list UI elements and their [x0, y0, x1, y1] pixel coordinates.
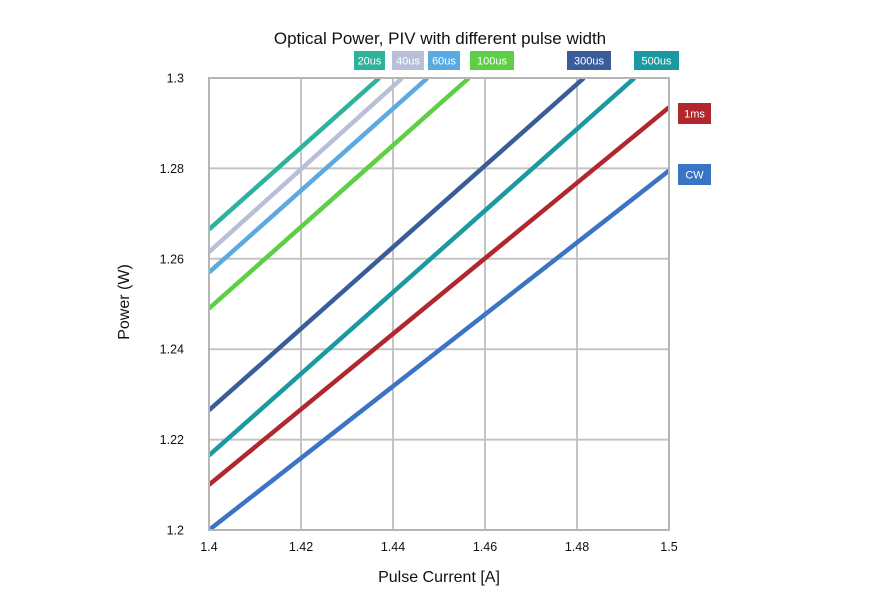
grid: [209, 78, 669, 530]
legend-label-60us: 60us: [432, 56, 456, 68]
x-axis-label: Pulse Current [A]: [378, 569, 500, 586]
legend-swatch-20us: [354, 51, 385, 70]
y-tick-label: 1.3: [167, 72, 184, 86]
y-tick-label: 1.2: [167, 524, 184, 538]
x-tick-label: 1.42: [289, 540, 313, 554]
y-tick-label: 1.22: [160, 433, 184, 447]
legend-label-1ms: 1ms: [684, 109, 705, 121]
chart-title: Optical Power, PIV with different pulse …: [274, 29, 606, 48]
legend-swatch-300us: [567, 51, 611, 70]
series-line-cw: [209, 168, 669, 530]
y-tick-label: 1.24: [160, 343, 184, 357]
legend-swatch-500us: [634, 51, 679, 70]
legend-label-20us: 20us: [358, 56, 382, 68]
series-line-60us: [209, 78, 429, 275]
x-tick-label: 1.46: [473, 540, 497, 554]
legend-label-300us: 300us: [574, 56, 604, 68]
series-lines: [209, 78, 669, 530]
legend-swatch-1ms: [678, 103, 711, 124]
x-tick-label: 1.5: [660, 540, 677, 554]
legend-swatch-cw: [678, 164, 711, 185]
legend-label-cw: CW: [685, 170, 704, 182]
legend-label-500us: 500us: [642, 56, 672, 68]
legend-label-40us: 40us: [396, 56, 420, 68]
x-tick-label: 1.44: [381, 540, 405, 554]
y-axis-label: Power (W): [116, 264, 133, 340]
legend: 20us 40us 60us 100us 300us 500us 1ms CW: [354, 51, 711, 185]
y-tick-label: 1.28: [160, 162, 184, 176]
legend-label-100us: 100us: [477, 56, 507, 68]
series-line-300us: [209, 78, 586, 412]
series-line-100us: [209, 78, 471, 311]
series-line-20us: [209, 78, 381, 232]
legend-swatch-60us: [428, 51, 460, 70]
series-line-500us: [209, 78, 636, 458]
series-line-1ms: [209, 105, 669, 487]
x-tick-label: 1.4: [200, 540, 217, 554]
y-tick-label: 1.26: [160, 252, 184, 266]
legend-swatch-100us: [470, 51, 514, 70]
legend-swatch-40us: [392, 51, 424, 70]
series-line-40us: [209, 78, 404, 254]
plot-border: [208, 77, 670, 531]
axes: 1.4 1.42 1.44 1.46 1.48 1.5 1.2 1.22 1.24 1.26 1.2…: [160, 72, 678, 555]
x-tick-label: 1.48: [565, 540, 589, 554]
